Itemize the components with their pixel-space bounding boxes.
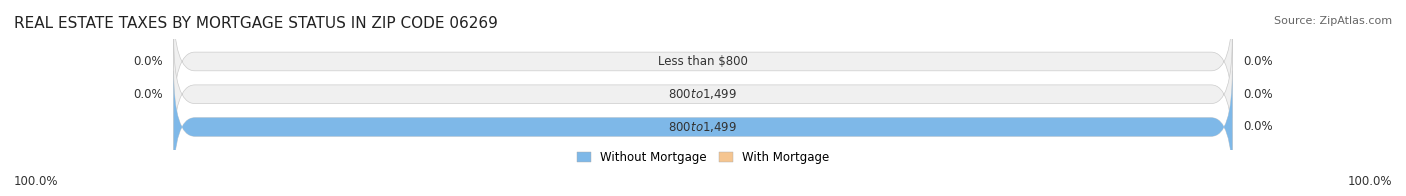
FancyBboxPatch shape <box>174 71 1232 183</box>
Text: $800 to $1,499: $800 to $1,499 <box>668 87 738 101</box>
Text: 100.0%: 100.0% <box>114 121 163 133</box>
Text: 0.0%: 0.0% <box>134 55 163 68</box>
Text: 0.0%: 0.0% <box>1243 88 1272 101</box>
FancyBboxPatch shape <box>174 38 1232 150</box>
Text: 0.0%: 0.0% <box>1243 55 1272 68</box>
Text: 0.0%: 0.0% <box>134 88 163 101</box>
Text: 100.0%: 100.0% <box>1347 175 1392 188</box>
Text: 0.0%: 0.0% <box>1243 121 1272 133</box>
Legend: Without Mortgage, With Mortgage: Without Mortgage, With Mortgage <box>576 151 830 164</box>
Text: 100.0%: 100.0% <box>14 175 59 188</box>
Text: $800 to $1,499: $800 to $1,499 <box>668 120 738 134</box>
Text: Less than $800: Less than $800 <box>658 55 748 68</box>
Text: REAL ESTATE TAXES BY MORTGAGE STATUS IN ZIP CODE 06269: REAL ESTATE TAXES BY MORTGAGE STATUS IN … <box>14 16 498 31</box>
Text: Source: ZipAtlas.com: Source: ZipAtlas.com <box>1274 16 1392 26</box>
FancyBboxPatch shape <box>174 5 1232 118</box>
FancyBboxPatch shape <box>174 71 1232 183</box>
